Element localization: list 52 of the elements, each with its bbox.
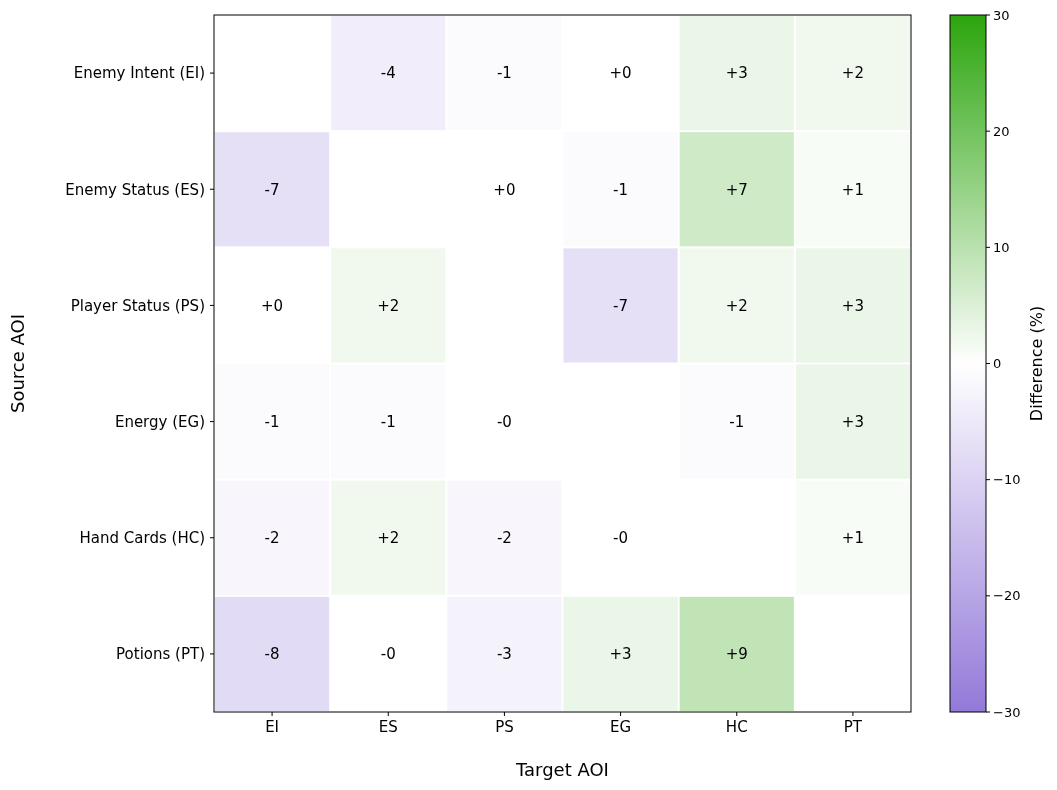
color-bar-label: −10 (993, 472, 1021, 488)
data-label: -3 (496, 645, 512, 664)
y-axis-title: Source AOI (7, 313, 28, 414)
data-label: -7 (264, 180, 280, 199)
data-label: +0 (609, 64, 632, 83)
color-bar-label: 30 (993, 7, 1010, 23)
color-bar-label: 0 (993, 356, 1002, 372)
y-tick-label: Enemy Intent (EI) (73, 64, 205, 83)
y-tick-label: Hand Cards (HC) (79, 529, 205, 547)
x-tick-label: ES (378, 718, 398, 736)
x-tick-label: EI (265, 718, 280, 736)
data-label: -7 (613, 296, 629, 315)
color-bar-label: 10 (993, 239, 1010, 255)
color-bar-title: Difference (%) (1027, 305, 1046, 422)
x-tick-label: EG (610, 718, 632, 736)
data-label: +7 (725, 180, 748, 199)
data-label: +0 (493, 180, 516, 199)
data-label: +1 (841, 180, 864, 199)
data-label: +0 (261, 296, 284, 315)
x-axis-title: Target AOI (515, 759, 609, 780)
data-label: +3 (609, 645, 632, 664)
data-label: +2 (725, 296, 748, 315)
data-label: +3 (841, 296, 864, 315)
data-label: +1 (841, 529, 864, 547)
y-tick-label: Enemy Status (ES) (65, 180, 205, 199)
data-label: -1 (729, 412, 745, 431)
y-tick-label: Player Status (PS) (70, 296, 205, 315)
data-label: -0 (496, 412, 512, 431)
color-bar-label: −30 (993, 704, 1021, 720)
y-tick-label: Potions (PT) (116, 645, 205, 664)
data-label: +2 (377, 296, 400, 315)
data-label: -8 (264, 645, 280, 664)
color-bar-label: −20 (993, 588, 1021, 604)
data-label: -0 (380, 645, 396, 664)
data-label: -1 (380, 412, 396, 431)
data-label: -1 (613, 180, 629, 199)
data-label: +3 (841, 412, 864, 431)
data-label: -1 (496, 64, 512, 83)
data-label: -1 (264, 412, 280, 431)
data-label: -4 (380, 64, 396, 83)
y-tick-label: Energy (EG) (114, 412, 205, 431)
data-label: +9 (725, 645, 748, 664)
color-bar-label: 20 (993, 123, 1010, 139)
data-label: -2 (496, 529, 512, 547)
x-tick-label: PS (495, 718, 514, 736)
x-tick-label: PT (843, 718, 863, 736)
data-label: +2 (841, 64, 864, 83)
data-label: -2 (264, 529, 280, 547)
x-tick-label: HC (725, 718, 748, 736)
data-label: -0 (613, 529, 629, 547)
data-label: +3 (725, 64, 748, 83)
data-label: +2 (377, 529, 400, 547)
